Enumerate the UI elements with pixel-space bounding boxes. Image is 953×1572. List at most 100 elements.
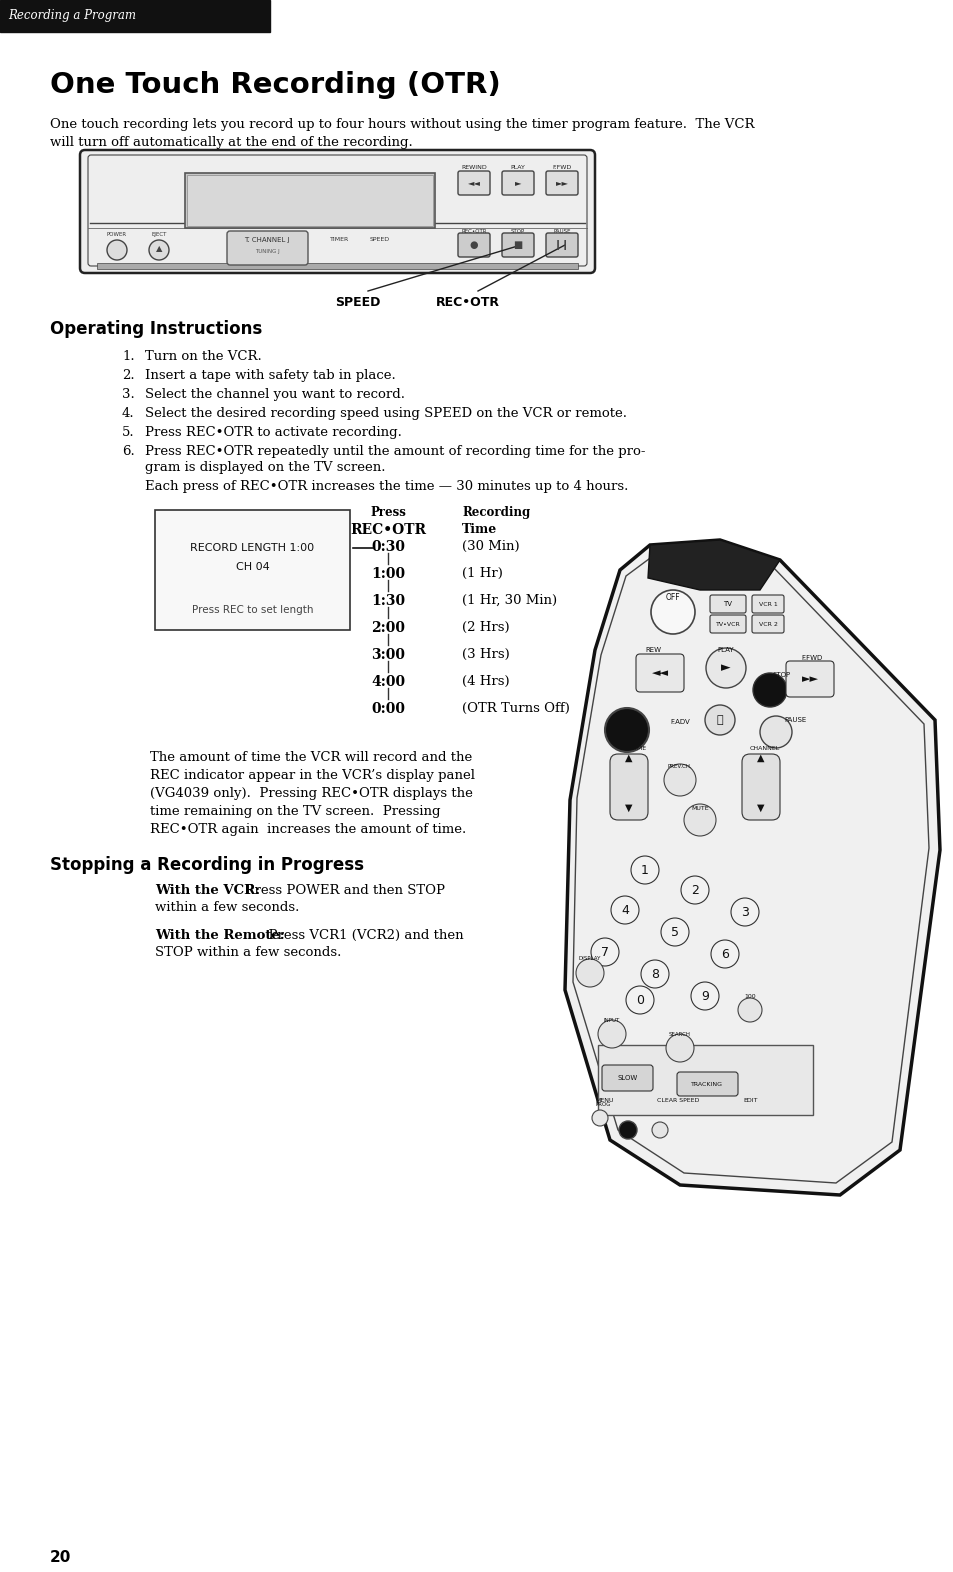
Text: VCR 1: VCR 1: [758, 602, 777, 607]
Text: CH 04: CH 04: [235, 563, 269, 572]
Circle shape: [592, 1110, 607, 1126]
Bar: [0, 0, 270, 31]
FancyBboxPatch shape: [751, 615, 783, 634]
Text: PROG: PROG: [596, 1102, 611, 1108]
Text: VOLUME: VOLUME: [620, 745, 646, 750]
Text: SPEED: SPEED: [370, 237, 390, 242]
Polygon shape: [564, 541, 939, 1195]
Circle shape: [625, 986, 654, 1014]
Text: ▼: ▼: [624, 803, 632, 813]
Circle shape: [640, 960, 668, 987]
Bar: [97, 263, 578, 269]
Text: (4 Hrs): (4 Hrs): [461, 674, 509, 689]
Text: 1:00: 1:00: [371, 567, 405, 582]
Text: 0: 0: [636, 994, 643, 1006]
Text: ▲: ▲: [624, 753, 632, 762]
Polygon shape: [647, 541, 780, 590]
Text: Press REC to set length: Press REC to set length: [192, 605, 313, 615]
Text: ►►: ►►: [801, 674, 818, 684]
Text: Operating Instructions: Operating Instructions: [50, 321, 262, 338]
Text: REWIND: REWIND: [460, 165, 486, 170]
Bar: [187, 174, 433, 226]
Text: (1 Hr, 30 Min): (1 Hr, 30 Min): [461, 594, 557, 607]
FancyBboxPatch shape: [501, 233, 534, 256]
Text: VCR 2: VCR 2: [758, 621, 777, 627]
Text: Insert a tape with safety tab in place.: Insert a tape with safety tab in place.: [145, 369, 395, 382]
Text: PLAY: PLAY: [510, 165, 525, 170]
Text: ▲: ▲: [757, 753, 764, 762]
Text: REC•OTR: REC•OTR: [436, 296, 499, 310]
Text: PAUSE: PAUSE: [784, 717, 806, 723]
Text: PREV.CH.: PREV.CH.: [667, 764, 692, 769]
Circle shape: [107, 241, 127, 259]
Text: 2:00: 2:00: [371, 621, 405, 635]
Text: TIMER: TIMER: [330, 237, 349, 242]
Circle shape: [610, 896, 639, 924]
Text: STOP: STOP: [511, 230, 524, 234]
Text: ►: ►: [515, 179, 520, 187]
Circle shape: [690, 982, 719, 1009]
Text: 1:30: 1:30: [371, 594, 405, 608]
Circle shape: [738, 998, 761, 1022]
Circle shape: [752, 673, 786, 707]
Text: 100: 100: [743, 994, 755, 998]
Text: ►►: ►►: [555, 179, 568, 187]
Text: EDIT: EDIT: [743, 1097, 758, 1102]
Text: T. CHANNEL J: T. CHANNEL J: [244, 237, 290, 244]
Text: 3.: 3.: [122, 388, 134, 401]
Text: Each press of REC•OTR increases the time — 30 minutes up to 4 hours.: Each press of REC•OTR increases the time…: [145, 479, 628, 494]
Text: PAUSE: PAUSE: [553, 230, 570, 234]
Text: Select the desired recording speed using SPEED on the VCR or remote.: Select the desired recording speed using…: [145, 407, 626, 420]
Text: F.ADV: F.ADV: [669, 718, 689, 725]
Text: RECORD LENGTH 1:00: RECORD LENGTH 1:00: [191, 542, 314, 553]
FancyBboxPatch shape: [785, 660, 833, 696]
Text: TUNING J: TUNING J: [254, 248, 279, 255]
Text: Press REC•OTR to activate recording.: Press REC•OTR to activate recording.: [145, 426, 401, 439]
Bar: [185, 173, 435, 228]
FancyBboxPatch shape: [741, 755, 780, 821]
Text: ❙❙: ❙❙: [554, 241, 570, 250]
FancyBboxPatch shape: [601, 1064, 652, 1091]
Circle shape: [683, 803, 716, 836]
Circle shape: [598, 1020, 625, 1049]
Text: Press POWER and then STOP: Press POWER and then STOP: [236, 883, 444, 898]
Text: ▲: ▲: [155, 245, 162, 253]
Text: 3: 3: [740, 905, 748, 918]
Text: SLOW: SLOW: [618, 1075, 638, 1082]
Circle shape: [604, 707, 648, 751]
Text: REC•OTR: REC•OTR: [611, 728, 642, 733]
Circle shape: [630, 857, 659, 883]
Text: F.FWD: F.FWD: [552, 165, 571, 170]
FancyBboxPatch shape: [227, 231, 308, 266]
Text: ◄◄: ◄◄: [467, 179, 480, 187]
Text: (2 Hrs): (2 Hrs): [461, 621, 509, 634]
Text: Recording: Recording: [461, 506, 530, 519]
Text: 3:00: 3:00: [371, 648, 405, 662]
Text: Time: Time: [461, 523, 497, 536]
Text: Stopping a Recording in Progress: Stopping a Recording in Progress: [50, 857, 364, 874]
FancyBboxPatch shape: [545, 233, 578, 256]
Text: 2.: 2.: [122, 369, 134, 382]
Text: will turn off automatically at the end of the recording.: will turn off automatically at the end o…: [50, 137, 413, 149]
Text: The amount of time the VCR will record and the
REC indicator appear in the VCR’s: The amount of time the VCR will record a…: [150, 751, 475, 836]
FancyBboxPatch shape: [677, 1072, 738, 1096]
Circle shape: [760, 715, 791, 748]
Text: SEARCH: SEARCH: [668, 1031, 690, 1036]
Text: Press REC•OTR repeatedly until the amount of recording time for the pro-
gram is: Press REC•OTR repeatedly until the amoun…: [145, 445, 645, 475]
Text: POWER: POWER: [107, 233, 127, 237]
Text: Press VCR1 (VCR2) and then: Press VCR1 (VCR2) and then: [260, 929, 463, 942]
Text: EJECT: EJECT: [152, 233, 167, 237]
Circle shape: [660, 918, 688, 946]
Text: Recording a Program: Recording a Program: [8, 9, 136, 22]
Text: 0:30: 0:30: [371, 541, 405, 553]
Text: STOP: STOP: [772, 671, 790, 678]
FancyBboxPatch shape: [545, 171, 578, 195]
Text: 0:00: 0:00: [371, 703, 405, 715]
Text: Select the channel you want to record.: Select the channel you want to record.: [145, 388, 405, 401]
Bar: [154, 509, 350, 630]
Text: With the Remote:: With the Remote:: [154, 929, 284, 942]
Text: ●: ●: [469, 241, 477, 250]
Text: ⏯: ⏯: [716, 715, 722, 725]
Text: TV: TV: [722, 601, 732, 607]
Circle shape: [704, 704, 734, 736]
